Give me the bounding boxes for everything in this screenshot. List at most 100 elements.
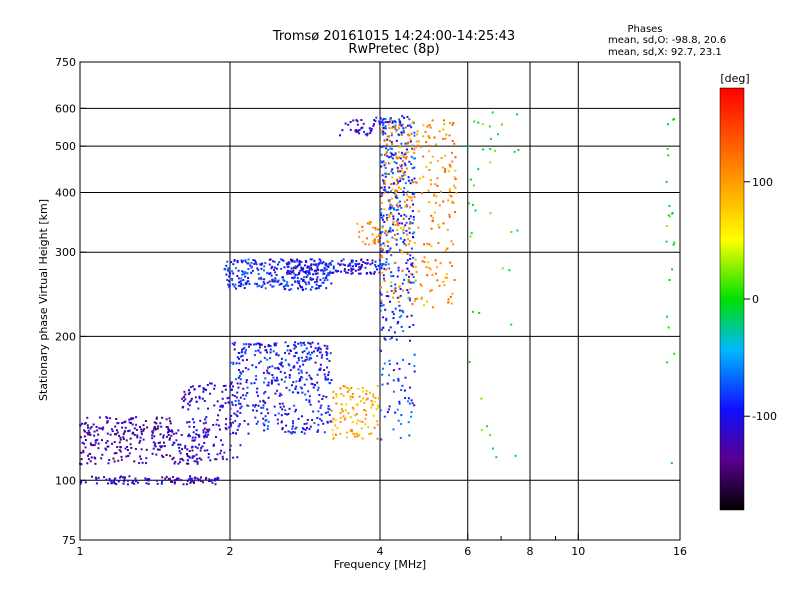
data-point [411, 402, 414, 405]
data-point [413, 404, 416, 407]
data-point [228, 280, 231, 283]
data-point [286, 269, 289, 272]
data-point [126, 483, 129, 486]
data-point [267, 420, 270, 423]
data-point [438, 226, 441, 229]
data-point [239, 378, 242, 381]
data-point [472, 203, 474, 206]
data-point [92, 423, 95, 426]
data-point [409, 299, 411, 302]
data-point [406, 289, 409, 291]
data-point [232, 431, 235, 434]
data-point [249, 264, 252, 267]
data-point [111, 442, 113, 445]
data-point [370, 127, 373, 130]
data-point [244, 260, 247, 263]
data-point [410, 415, 412, 418]
data-point [413, 365, 416, 367]
data-point [373, 123, 375, 126]
data-point [297, 391, 300, 394]
data-point [370, 432, 373, 435]
data-point [196, 462, 199, 465]
data-point [365, 389, 368, 392]
data-point [380, 211, 383, 214]
data-point [319, 278, 322, 281]
data-point [386, 231, 389, 234]
data-point [270, 379, 273, 382]
data-point [404, 224, 407, 227]
data-point [288, 389, 291, 392]
data-point [342, 263, 345, 266]
data-point [395, 243, 398, 246]
data-point [399, 436, 402, 439]
data-point [444, 137, 447, 140]
data-point [256, 387, 259, 390]
data-point [188, 450, 191, 452]
data-point [440, 156, 443, 159]
data-point [300, 387, 303, 390]
data-point [164, 477, 167, 480]
data-point [278, 394, 281, 397]
data-point [241, 359, 244, 362]
data-point [227, 283, 230, 286]
data-point [245, 349, 247, 352]
data-point [380, 208, 383, 211]
data-point [128, 475, 131, 478]
data-point [320, 419, 323, 422]
data-point [402, 193, 405, 196]
data-point [319, 367, 322, 370]
data-point [319, 351, 321, 354]
data-point [181, 397, 184, 400]
data-point [156, 479, 158, 482]
data-point [356, 435, 359, 438]
data-point [381, 218, 384, 221]
data-point [286, 349, 289, 352]
data-point [302, 341, 305, 344]
data-point [410, 199, 413, 202]
data-point [395, 191, 398, 194]
data-point [266, 358, 269, 361]
data-point [405, 215, 408, 218]
data-point [79, 481, 82, 484]
data-point [293, 404, 296, 407]
data-point [112, 457, 115, 460]
data-point [379, 125, 382, 128]
data-point [442, 280, 445, 283]
data-point [328, 408, 331, 411]
data-point [332, 265, 335, 268]
data-point [201, 445, 204, 448]
data-point [382, 326, 385, 329]
data-point [388, 213, 391, 216]
data-point [162, 434, 165, 437]
data-point [277, 279, 280, 282]
data-point [316, 417, 319, 419]
data-point [238, 369, 240, 371]
data-point [386, 138, 389, 141]
data-point [262, 422, 265, 425]
data-point [397, 300, 400, 303]
data-point [242, 394, 245, 397]
data-point [390, 289, 393, 292]
data-point [214, 483, 217, 486]
data-point [405, 221, 408, 224]
data-point [343, 270, 346, 272]
data-point [294, 265, 297, 268]
data-point [249, 343, 252, 346]
data-point [227, 267, 230, 270]
data-point [366, 259, 369, 261]
data-point [312, 386, 315, 389]
data-point [311, 286, 314, 288]
data-point [262, 281, 265, 284]
data-point [489, 137, 492, 140]
data-point [266, 371, 269, 374]
data-point [388, 359, 391, 362]
data-point [374, 260, 377, 263]
data-point [358, 272, 361, 275]
data-point [407, 397, 410, 400]
data-point [229, 423, 232, 426]
data-point [296, 277, 299, 280]
data-point [359, 420, 362, 423]
data-point [184, 398, 187, 401]
data-point [404, 376, 407, 379]
data-point [347, 264, 350, 267]
